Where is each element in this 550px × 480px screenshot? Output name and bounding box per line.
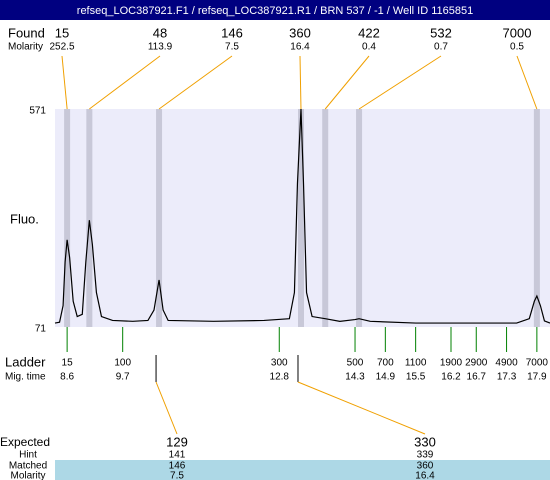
- expected-row-label: Hint: [19, 450, 37, 461]
- expected-row-label: Expected: [0, 435, 50, 449]
- ladder-time: 12.8: [270, 372, 290, 383]
- peak-band: [297, 109, 304, 327]
- peak-band: [356, 109, 363, 327]
- ladder-size: 100: [114, 358, 131, 369]
- ladder-time: 9.7: [116, 372, 130, 383]
- mig-time-label: Mig. time: [5, 372, 46, 383]
- ladder-label: Ladder: [5, 354, 46, 369]
- y-axis-label: Fluo.: [10, 211, 39, 226]
- peak-band: [86, 109, 93, 327]
- found-size: 422: [358, 25, 380, 40]
- ladder-time: 17.3: [497, 372, 517, 383]
- header-bar: [0, 0, 550, 20]
- trace: [54, 108, 550, 324]
- found-size: 15: [55, 25, 69, 40]
- ladder-time: 15.5: [406, 372, 426, 383]
- ladder-size: 700: [377, 358, 394, 369]
- matched-row-bg: [55, 460, 550, 480]
- ladder-size: 500: [347, 358, 364, 369]
- ladder-time: 17.9: [527, 372, 547, 383]
- peak-connector: [61, 55, 68, 110]
- ladder-size: 300: [271, 358, 288, 369]
- ladder-size: 1100: [405, 358, 427, 369]
- found-size: 7000: [503, 25, 532, 40]
- expected-matched: 360: [417, 461, 434, 472]
- peak-connector: [516, 55, 538, 110]
- y-tick-label: 71: [35, 324, 47, 335]
- found-molarity: 113.9: [148, 42, 173, 53]
- expected-molarity: 7.5: [170, 471, 184, 480]
- y-tick-label: 571: [29, 106, 46, 117]
- ladder-size: 7000: [526, 358, 549, 369]
- ladder-size: 2900: [465, 358, 488, 369]
- found-molarity: 0.7: [434, 42, 448, 53]
- found-size: 532: [430, 25, 452, 40]
- ladder-size: 4900: [495, 358, 518, 369]
- found-size: 146: [221, 25, 243, 40]
- peak-connector: [299, 55, 302, 110]
- molarity-label: Molarity: [8, 42, 43, 53]
- peak-connector: [324, 55, 370, 110]
- peak-connector: [358, 55, 442, 110]
- found-molarity: 7.5: [225, 42, 239, 53]
- expected-matched: 146: [169, 461, 186, 472]
- ladder-size: 15: [62, 358, 74, 369]
- header-title: refseq_LOC387921.F1 / refseq_LOC387921.R…: [77, 5, 473, 17]
- ladder-size: 1900: [440, 358, 463, 369]
- found-molarity: 0.4: [362, 42, 376, 53]
- found-label: Found: [8, 25, 45, 40]
- expected-expected: 129: [166, 434, 188, 449]
- expected-hint: 339: [417, 450, 434, 461]
- ladder-time: 16.2: [441, 372, 461, 383]
- ladder-time: 16.7: [467, 372, 487, 383]
- peak-band: [533, 109, 540, 327]
- ladder-time: 14.3: [345, 372, 365, 383]
- expected-expected: 330: [414, 434, 436, 449]
- ladder-time: 8.6: [60, 372, 74, 383]
- ladder-time: 14.9: [376, 372, 396, 383]
- expected-row-label: Molarity: [10, 471, 45, 480]
- peak-band: [322, 109, 329, 327]
- match-connector: [297, 381, 426, 435]
- expected-hint: 141: [169, 450, 186, 461]
- match-connector: [155, 381, 178, 435]
- found-molarity: 16.4: [290, 42, 310, 53]
- expected-molarity: 16.4: [415, 471, 435, 480]
- peak-band: [156, 109, 163, 327]
- expected-row-label: Matched: [9, 461, 47, 472]
- found-size: 360: [289, 25, 311, 40]
- found-molarity: 0.5: [510, 42, 524, 53]
- found-size: 48: [153, 25, 167, 40]
- found-molarity: 252.5: [49, 42, 74, 53]
- peak-connector: [89, 55, 161, 110]
- peak-connector: [158, 55, 233, 110]
- peak-band: [64, 109, 71, 327]
